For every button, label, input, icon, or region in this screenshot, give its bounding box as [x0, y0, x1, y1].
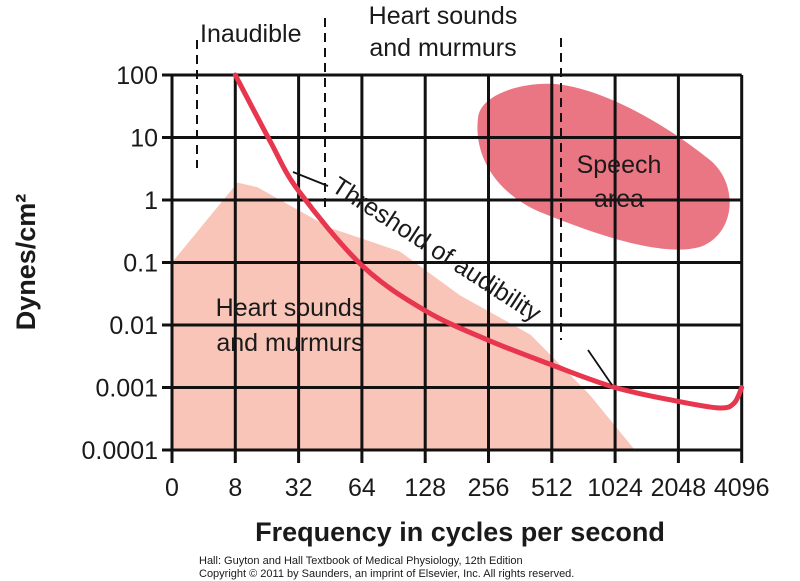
x-tick-label: 512: [531, 474, 573, 502]
caption-line-1: Hall: Guyton and Hall Textbook of Medica…: [199, 555, 523, 567]
x-tick-label: 64: [348, 474, 376, 502]
y-tick-label: 0.001: [95, 375, 158, 403]
caption-line-2: Copyright © 2011 by Saunders, an imprint…: [199, 568, 574, 580]
x-tick-label: 2048: [651, 474, 707, 502]
x-tick-label: 1024: [587, 474, 643, 502]
grid: [162, 73, 744, 463]
threshold-of-audibility-curve: [232, 72, 745, 411]
y-tick-label: 0.01: [109, 312, 158, 340]
inaudible-label: Inaudible: [200, 20, 301, 48]
x-tick-label: 4096: [714, 474, 770, 502]
threshold-pointer-right: [587, 349, 613, 386]
y-tick-label: 10: [130, 125, 158, 153]
speech-area-region: [477, 83, 730, 250]
heart-sounds-inner-label-2: and murmurs: [216, 329, 363, 357]
y-axis-title: Dynes/cm²: [11, 194, 41, 331]
y-tick-label: 100: [116, 62, 158, 90]
speech-area-label-2: area: [594, 185, 644, 213]
heart-sounds-region: [172, 182, 635, 450]
speech-area-label-1: Speech: [577, 151, 662, 179]
x-tick-label: 128: [404, 474, 446, 502]
heart-sounds-top-label-2: and murmurs: [369, 34, 516, 62]
x-tick-label: 8: [228, 474, 242, 502]
x-axis-title: Frequency in cycles per second: [255, 517, 665, 547]
y-tick-label: 1: [144, 187, 158, 215]
x-tick-label: 0: [165, 474, 179, 502]
heart-sounds-inner-label-1: Heart sounds: [216, 294, 365, 322]
threshold-pointer-left: [292, 171, 329, 187]
x-tick-label: 32: [285, 474, 313, 502]
y-tick-label: 0.0001: [82, 437, 158, 465]
axis-ticks: 0 8 32 64 128 256 512 1024 2048 4096 100 10 1 0.1 0.01…: [82, 62, 770, 502]
x-tick-label: 256: [468, 474, 510, 502]
heart-sounds-top-label-1: Heart sounds: [369, 2, 518, 30]
y-tick-label: 0.1: [123, 250, 158, 278]
